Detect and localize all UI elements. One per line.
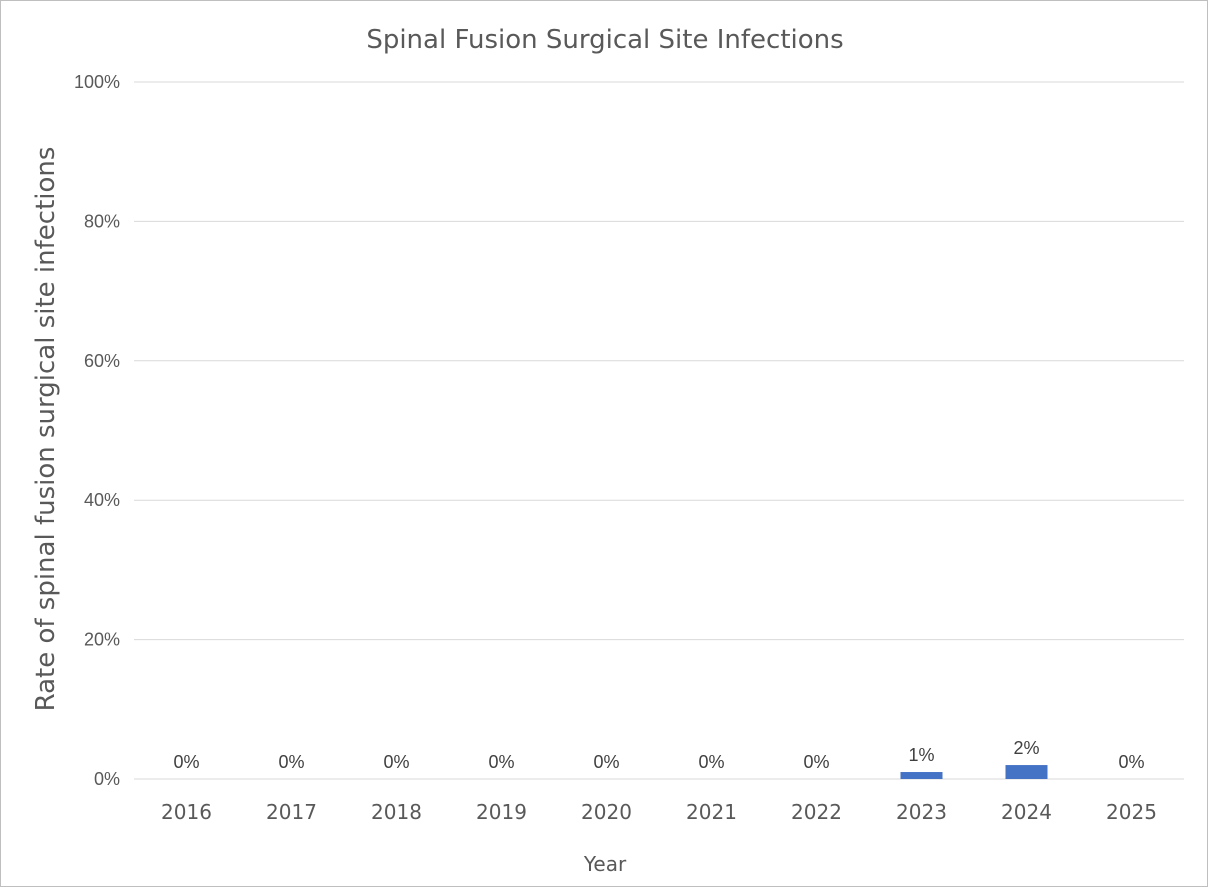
y-tick-label: 80% — [84, 211, 120, 231]
y-tick-label: 20% — [84, 630, 120, 650]
x-tick-label-2025: 2025 — [1106, 800, 1157, 824]
data-label-2021: 0% — [698, 752, 724, 772]
data-label-2022: 0% — [803, 752, 829, 772]
y-tick-label: 60% — [84, 351, 120, 371]
bars — [900, 765, 1048, 779]
data-label-2023: 1% — [908, 745, 934, 765]
data-label-2020: 0% — [593, 752, 619, 772]
x-tick-label-2021: 2021 — [686, 800, 737, 824]
y-tick-label: 0% — [94, 769, 120, 789]
bar-2023 — [900, 772, 943, 779]
x-tick-label-2022: 2022 — [791, 800, 842, 824]
y-axis-title: Rate of spinal fusion surgical site infe… — [31, 147, 61, 712]
x-tick-label-2019: 2019 — [476, 800, 527, 824]
y-tick-label: 40% — [84, 490, 120, 510]
x-tick-label-2018: 2018 — [371, 800, 422, 824]
x-tick-label-2016: 2016 — [161, 800, 212, 824]
data-label-2017: 0% — [278, 752, 304, 772]
y-tick-label: 100% — [74, 72, 120, 92]
data-labels: 0% 0% 0% 0% 0% 0% 0% 1% 2% 0% — [173, 738, 1144, 772]
gridlines — [134, 81, 1184, 780]
x-axis-title: Year — [583, 852, 627, 876]
bar-2024 — [1005, 765, 1048, 779]
y-axis-tick-labels: 0% 20% 40% 60% 80% 100% — [74, 72, 120, 789]
x-tick-label-2020: 2020 — [581, 800, 632, 824]
data-label-2019: 0% — [488, 752, 514, 772]
x-tick-label-2023: 2023 — [896, 800, 947, 824]
data-label-2016: 0% — [173, 752, 199, 772]
x-axis-tick-labels: 2016 2017 2018 2019 2020 2021 2022 2023 2024 2025 — [161, 800, 1157, 824]
data-label-2024: 2% — [1013, 738, 1039, 758]
x-tick-label-2024: 2024 — [1001, 800, 1052, 824]
chart-title: Spinal Fusion Surgical Site Infections — [366, 25, 843, 55]
data-label-2025: 0% — [1118, 752, 1144, 772]
x-tick-label-2017: 2017 — [266, 800, 317, 824]
data-label-2018: 0% — [383, 752, 409, 772]
